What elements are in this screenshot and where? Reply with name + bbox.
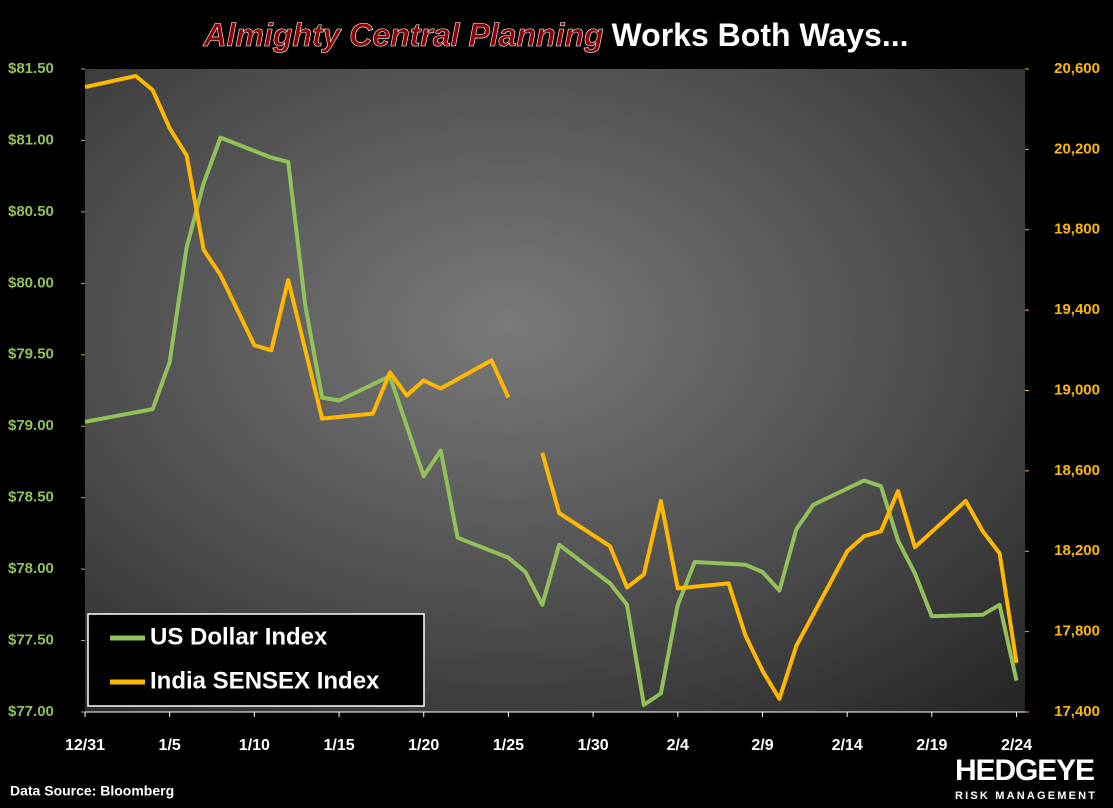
- y2-tick-label: 19,400: [1054, 301, 1100, 318]
- x-tick-label: 1/15: [323, 737, 354, 754]
- x-tick-label: 2/9: [751, 737, 773, 754]
- y-tick-label: $79.50: [8, 346, 54, 363]
- logo-tagline: RISK MANAGEMENT: [955, 790, 1095, 802]
- x-tick-label: 2/4: [667, 737, 689, 754]
- title-rest: Works Both Ways...: [612, 17, 909, 53]
- y2-tick-label: 19,800: [1054, 221, 1100, 238]
- y2-tick-label: 20,200: [1054, 140, 1100, 157]
- y2-tick-label: 20,600: [1054, 60, 1100, 77]
- x-tick-label: 1/20: [408, 737, 439, 754]
- y2-tick-label: 17,800: [1054, 623, 1100, 640]
- y2-tick-label: 18,200: [1054, 542, 1100, 559]
- legend: US Dollar Index India SENSEX Index: [87, 613, 425, 707]
- y-tick-label: $78.50: [8, 489, 54, 506]
- x-tick-label: 1/10: [239, 737, 270, 754]
- y-tick-label: $81.00: [8, 131, 54, 148]
- y-tick-label: $80.50: [8, 203, 54, 220]
- plot-area: [85, 69, 1025, 712]
- x-tick-label: 2/24: [1001, 737, 1032, 754]
- title-emphasis: Almighty Central Planning: [203, 17, 604, 53]
- legend-box: [87, 613, 425, 707]
- y-tick-label: $80.00: [8, 274, 54, 291]
- y2-tick-label: 19,000: [1054, 381, 1100, 398]
- chart-title: Almighty Central Planning Works Both Ways…: [203, 17, 909, 53]
- x-tick-label: 2/14: [832, 737, 863, 754]
- y2-tick-label: 18,600: [1054, 462, 1100, 479]
- y-tick-label: $81.50: [8, 60, 54, 77]
- y-tick-label: $77.00: [8, 703, 54, 720]
- source: Data Source: Bloomberg: [10, 783, 174, 799]
- x-tick-label: 12/31: [65, 737, 105, 754]
- x-tick-label: 1/25: [493, 737, 524, 754]
- logo-name: HEDGEYE: [955, 754, 1095, 787]
- x-tick-label: 2/19: [916, 737, 947, 754]
- series-line: [84, 135, 1019, 707]
- x-tick-label: 1/30: [578, 737, 609, 754]
- y-tick-label: $77.50: [8, 632, 54, 649]
- y2-tick-label: 17,400: [1054, 703, 1100, 720]
- y-tick-label: $78.00: [8, 560, 54, 577]
- x-tick-label: 1/5: [159, 737, 181, 754]
- legend-label: US Dollar Index: [150, 623, 328, 650]
- series-line: [84, 74, 1019, 701]
- legend-label: India SENSEX Index: [150, 667, 380, 694]
- y-tick-label: $79.00: [8, 417, 54, 434]
